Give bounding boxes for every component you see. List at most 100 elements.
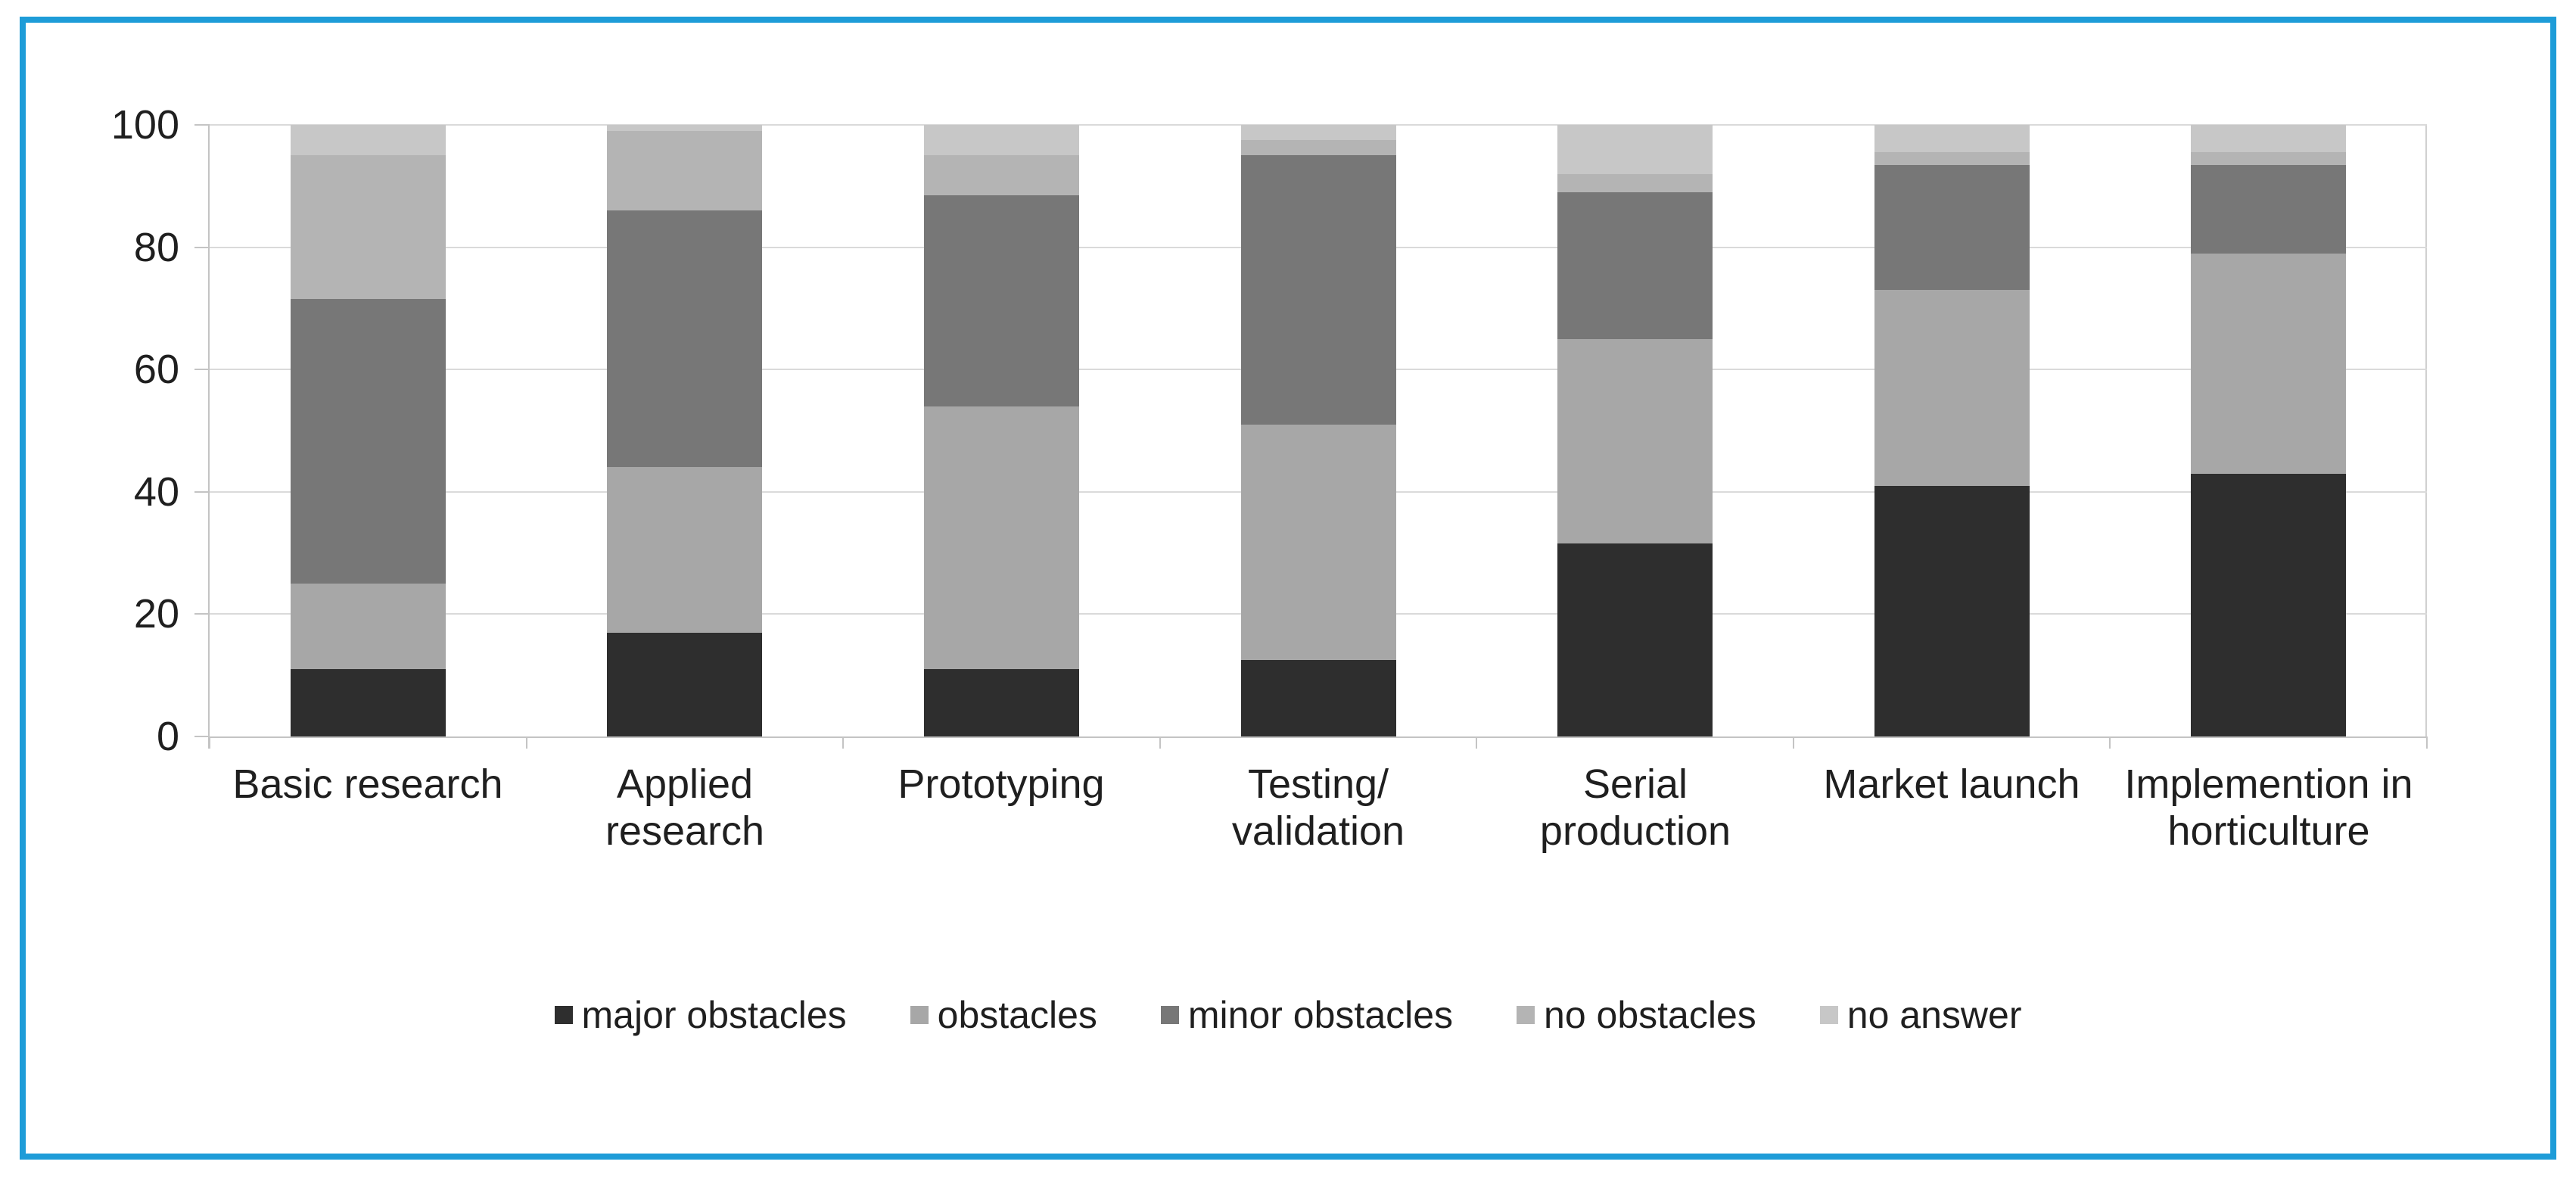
segment-minor-obstacles [924,195,1079,406]
x-category-label: Implemention in horticulture [2095,761,2443,855]
y-tick-label: 40 [133,469,179,515]
segment-no-answer [924,125,1079,156]
x-category-label-line: Testing/ [1247,761,1389,807]
segment-major-obstacles [1241,660,1396,736]
segment-obstacles [2191,253,2346,474]
bar-implemention-in-horticulture [2191,125,2346,736]
y-axis-line [208,125,210,749]
bar-serial-production [1557,125,1713,736]
bar-applied-research [607,125,762,736]
segment-obstacles [1874,290,2030,486]
y-tick-label: 0 [156,714,179,759]
bar-prototyping [924,125,1079,736]
legend-item-major-obstacles: major obstacles [554,993,847,1037]
bar-market-launch [1874,125,2030,736]
y-tick-label: 100 [110,102,179,148]
y-tick [194,736,210,737]
y-tick [194,124,210,126]
plot-area [208,124,2427,749]
y-tick [194,613,210,615]
segment-major-obstacles [924,669,1079,736]
x-category-label: Applied research [511,761,859,855]
segment-obstacles [607,467,762,633]
y-tick [194,369,210,371]
segment-no-answer [1874,125,2030,153]
x-category-label-line: Basic research [232,761,503,807]
x-tick [842,736,845,749]
legend-label: minor obstacles [1187,994,1454,1036]
segment-obstacles [1557,338,1713,544]
bar-testing-validation [1241,125,1396,736]
x-category-label-line: Market launch [1823,761,2080,807]
x-axis-line [208,736,2427,738]
x-tick [1476,736,1478,749]
segment-minor-obstacles [1241,155,1396,425]
x-category-label: Testing/validation [1144,761,1492,855]
legend-swatch-icon [1517,1006,1535,1024]
plot-right-border [2425,125,2427,736]
segment-no-obstacles [1241,140,1396,156]
segment-no-obstacles [1874,152,2030,165]
segment-major-obstacles [607,632,762,736]
legend-label: major obstacles [581,994,847,1036]
x-tick [1792,736,1794,749]
x-tick [2109,736,2111,749]
segment-major-obstacles [2191,473,2346,736]
x-category-label-line: validation [1231,808,1405,854]
segment-no-answer [2191,125,2346,153]
legend-label: no obstacles [1544,994,1756,1036]
segment-obstacles [924,406,1079,670]
segment-major-obstacles [1557,543,1713,736]
segment-no-obstacles [2191,152,2346,165]
x-category-label-line: production [1539,808,1731,854]
legend-swatch-icon [910,1006,929,1024]
y-tick-label: 20 [133,591,179,637]
legend-swatch-icon [554,1006,573,1024]
legend-item-minor-obstacles: minor obstacles [1160,993,1454,1037]
legend-item-no-answer: no answer [1819,993,2022,1037]
x-tick [1159,736,1161,749]
gridline-100 [210,124,2427,126]
segment-minor-obstacles [2191,164,2346,254]
x-category-label-line: Implemention in [2124,761,2413,807]
segment-no-answer [607,125,762,132]
segment-major-obstacles [1874,485,2030,736]
legend-swatch-icon [1819,1006,1838,1024]
x-category-label-line: horticulture [2167,808,2370,854]
x-category-label-line: Applied [616,761,754,807]
segment-minor-obstacles [607,210,762,468]
y-tick-label: 80 [133,224,179,270]
x-tick [525,736,527,749]
bar-basic-research [291,125,446,736]
segment-minor-obstacles [1557,191,1713,339]
segment-obstacles [1241,424,1396,660]
x-tick [209,736,210,749]
x-category-label-line: Prototyping [898,761,1105,807]
legend-swatch-icon [1160,1006,1179,1024]
segment-no-obstacles [291,155,446,300]
legend: major obstacles obstacles minor obstacles n… [0,993,2576,1037]
segment-no-answer [1241,125,1396,141]
legend-item-no-obstacles: no obstacles [1517,993,1756,1037]
segment-no-answer [291,125,446,156]
segment-minor-obstacles [1874,164,2030,291]
segment-obstacles [291,584,446,670]
x-category-label-line: Serial [1582,761,1688,807]
x-category-label: Serial production [1461,761,1809,855]
y-tick [194,246,210,248]
x-category-label-line: research [605,808,765,854]
segment-no-answer [1557,125,1713,174]
legend-item-obstacles: obstacles [910,993,1097,1037]
legend-label: obstacles [937,994,1097,1036]
segment-no-obstacles [1557,173,1713,192]
x-category-label: Basic research [194,761,542,808]
y-tick-label: 60 [133,347,179,393]
legend-label: no answer [1846,994,2022,1036]
segment-no-obstacles [607,131,762,211]
x-category-label: Prototyping [827,761,1175,808]
segment-no-obstacles [924,155,1079,195]
y-tick [194,490,210,493]
segment-minor-obstacles [291,299,446,584]
x-category-label: Market launch [1778,761,2126,808]
